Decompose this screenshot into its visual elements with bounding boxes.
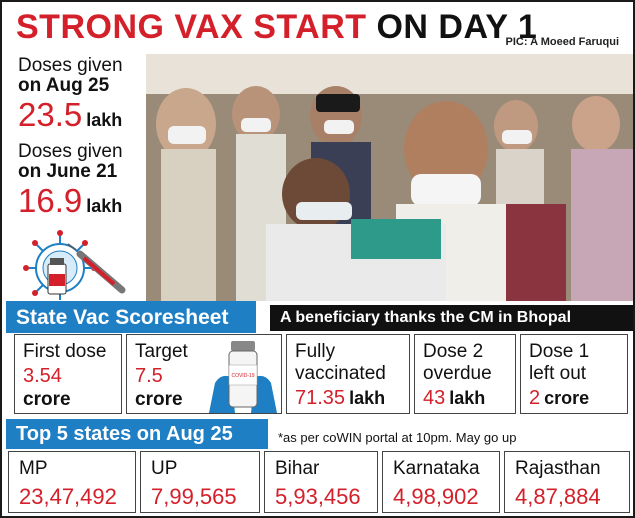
- state-value: 4,98,902: [393, 484, 479, 509]
- state-name: Bihar: [275, 458, 320, 479]
- headline-black: ON DAY 1: [376, 8, 538, 46]
- dose-1-value-row: 23.5 lakh: [18, 96, 122, 134]
- first-dose-label: First dose: [23, 341, 107, 362]
- target-label: Target: [135, 341, 188, 362]
- target-value: 7.5: [135, 365, 163, 387]
- fully-vaccinated-label: Fully vaccinated: [295, 341, 386, 384]
- state-card-karnataka: Karnataka 4,98,902: [382, 451, 500, 513]
- first-dose-unit: crore: [23, 389, 71, 410]
- state-card-bihar: Bihar 5,93,456: [264, 451, 378, 513]
- vial-label: COVID-19: [231, 373, 254, 379]
- vial-icon: [47, 258, 67, 295]
- dose-1-value: 23.5: [18, 96, 83, 133]
- dose-2-value-row: 16.9 lakh: [18, 182, 122, 220]
- fully-vaccinated-unit: lakh: [349, 388, 386, 408]
- first-dose-value: 3.54: [23, 365, 62, 387]
- state-card-rajasthan: Rajasthan 4,87,884: [504, 451, 630, 513]
- state-card-mp: MP 23,47,492: [8, 451, 136, 513]
- source-note: *as per coWIN portal at 10pm. May go up: [278, 430, 517, 445]
- dose-2-label-date: on June 21: [18, 161, 118, 182]
- top-states-title: Top 5 states on Aug 25: [16, 423, 233, 445]
- dose1-left-out-unit: crore: [544, 388, 590, 408]
- state-value: 7,99,565: [151, 484, 237, 509]
- photo-cm-beneficiary: [146, 54, 633, 301]
- dose2-overdue-label: Dose 2 overdue: [423, 341, 492, 384]
- state-value: 4,87,884: [515, 484, 601, 509]
- syringe-icon: [67, 243, 126, 294]
- state-name: Rajasthan: [515, 458, 601, 479]
- fully-vaccinated-row: 71.35 lakh: [295, 387, 385, 410]
- dose2-overdue-unit: lakh: [449, 388, 486, 408]
- state-value: 5,93,456: [275, 484, 361, 509]
- dose2-overdue-row: 43 lakh: [423, 387, 485, 410]
- cell-target: Target 7.5 crore COVID-19: [126, 334, 282, 414]
- state-card-up: UP 7,99,565: [140, 451, 260, 513]
- cell-dose1-left-out: Dose 1 left out 2 crore: [520, 334, 628, 414]
- dose-1-label-date: on Aug 25: [18, 75, 110, 96]
- dose1-left-out-label: Dose 1 left out: [529, 341, 590, 384]
- dose-2-label-pre: Doses given: [18, 141, 123, 162]
- target-unit: crore: [135, 389, 183, 410]
- top-states-banner: Top 5 states on Aug 25: [6, 419, 268, 449]
- vaccine-vial-icon: COVID-19: [209, 341, 277, 413]
- headline-red: STRONG VAX START: [16, 8, 367, 46]
- dose1-left-out-row: 2 crore: [529, 387, 589, 410]
- dose-2-unit: lakh: [86, 196, 123, 216]
- photo-credit: PIC: A Moeed Faruqui: [505, 36, 619, 48]
- fully-vaccinated-value: 71.35: [295, 387, 346, 409]
- cell-fully-vaccinated: Fully vaccinated 71.35 lakh: [286, 334, 410, 414]
- virus-syringe-illustration: [23, 230, 126, 300]
- photo-caption-bar: A beneficiary thanks the CM in Bhopal: [270, 305, 633, 331]
- photo-caption: A beneficiary thanks the CM in Bhopal: [280, 309, 572, 326]
- dose-2-value: 16.9: [18, 182, 83, 219]
- cell-dose2-overdue: Dose 2 overdue 43 lakh: [414, 334, 516, 414]
- scoresheet-banner: State Vac Scoresheet: [6, 301, 256, 333]
- scoresheet-title: State Vac Scoresheet: [16, 306, 229, 329]
- state-name: MP: [19, 458, 48, 479]
- dose-1-label-pre: Doses given: [18, 55, 123, 76]
- dose-1-unit: lakh: [86, 110, 123, 130]
- cell-first-dose: First dose 3.54 crore: [14, 334, 122, 414]
- state-value: 23,47,492: [19, 484, 117, 509]
- dose1-left-out-value: 2: [529, 387, 541, 409]
- dose2-overdue-value: 43: [423, 387, 446, 409]
- state-name: Karnataka: [393, 458, 480, 479]
- state-name: UP: [151, 458, 178, 479]
- headline: STRONG VAX START ON DAY 1: [16, 8, 537, 48]
